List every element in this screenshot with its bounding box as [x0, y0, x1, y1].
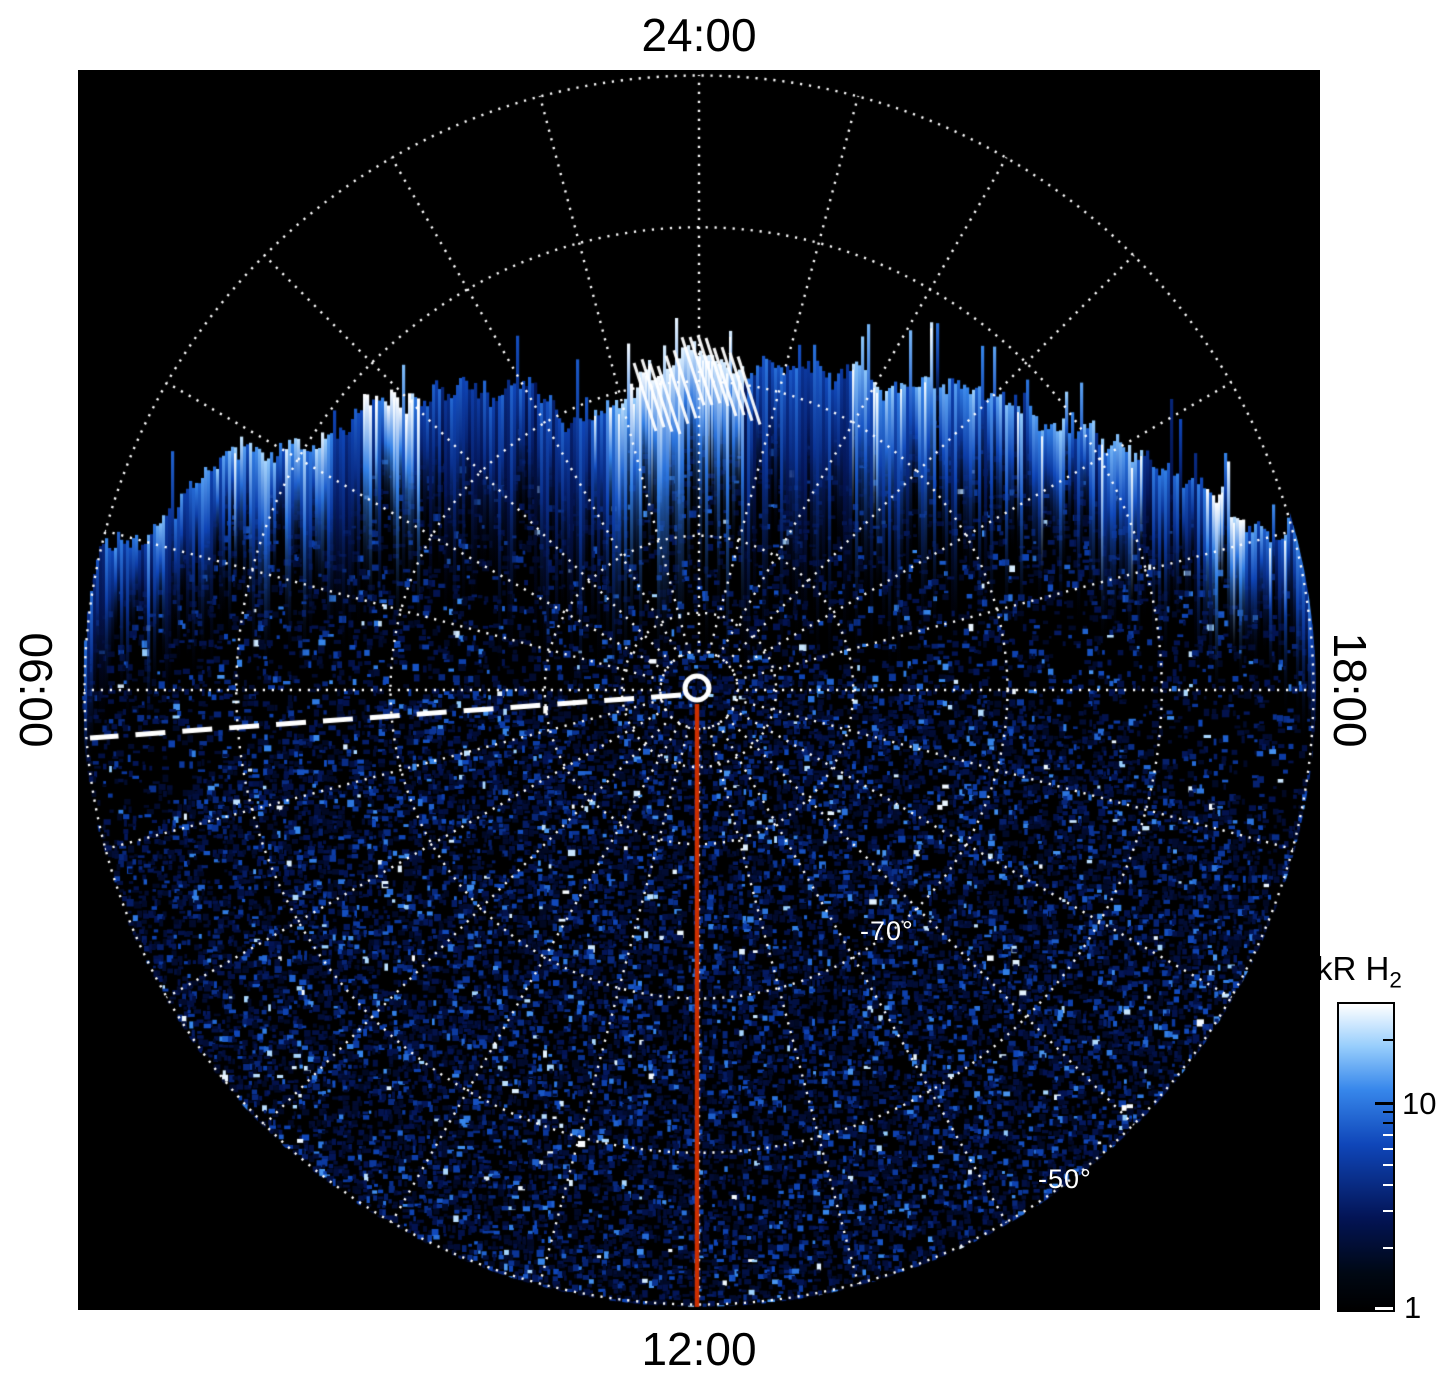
polar-projection-canvas: [78, 70, 1320, 1310]
colorbar-tick-label-1: 1: [1404, 1290, 1422, 1325]
colorbar-units-subscript: 2: [1389, 967, 1402, 993]
local-time-label-06: 06:00: [10, 632, 62, 748]
local-time-label-12: 12:00: [641, 1323, 757, 1375]
colorbar-tick-label-10: 10: [1402, 1086, 1437, 1121]
colorbar-minor-tick: [1383, 1039, 1393, 1042]
colorbar: [1337, 1002, 1395, 1312]
colorbar-major-tick: [1375, 1307, 1393, 1310]
colorbar-minor-tick: [1383, 1246, 1393, 1249]
colorbar-minor-tick: [1383, 1147, 1393, 1150]
latitude-label-70: -70°: [860, 916, 914, 946]
local-time-label-18: 18:00: [1324, 632, 1376, 748]
colorbar-units: kR H: [1316, 950, 1390, 987]
colorbar-minor-tick: [1383, 1121, 1393, 1124]
colorbar-minor-tick: [1383, 1111, 1393, 1114]
colorbar-title: kR H2: [1316, 950, 1402, 994]
colorbar-major-tick: [1375, 1101, 1393, 1105]
colorbar-minor-tick: [1383, 1133, 1393, 1136]
local-time-label-24: 24:00: [641, 9, 757, 61]
latitude-label-50: -50°: [1038, 1164, 1092, 1194]
colorbar-minor-tick: [1383, 1164, 1393, 1167]
colorbar-minor-tick: [1383, 1184, 1393, 1187]
colorbar-minor-tick: [1383, 1210, 1393, 1213]
